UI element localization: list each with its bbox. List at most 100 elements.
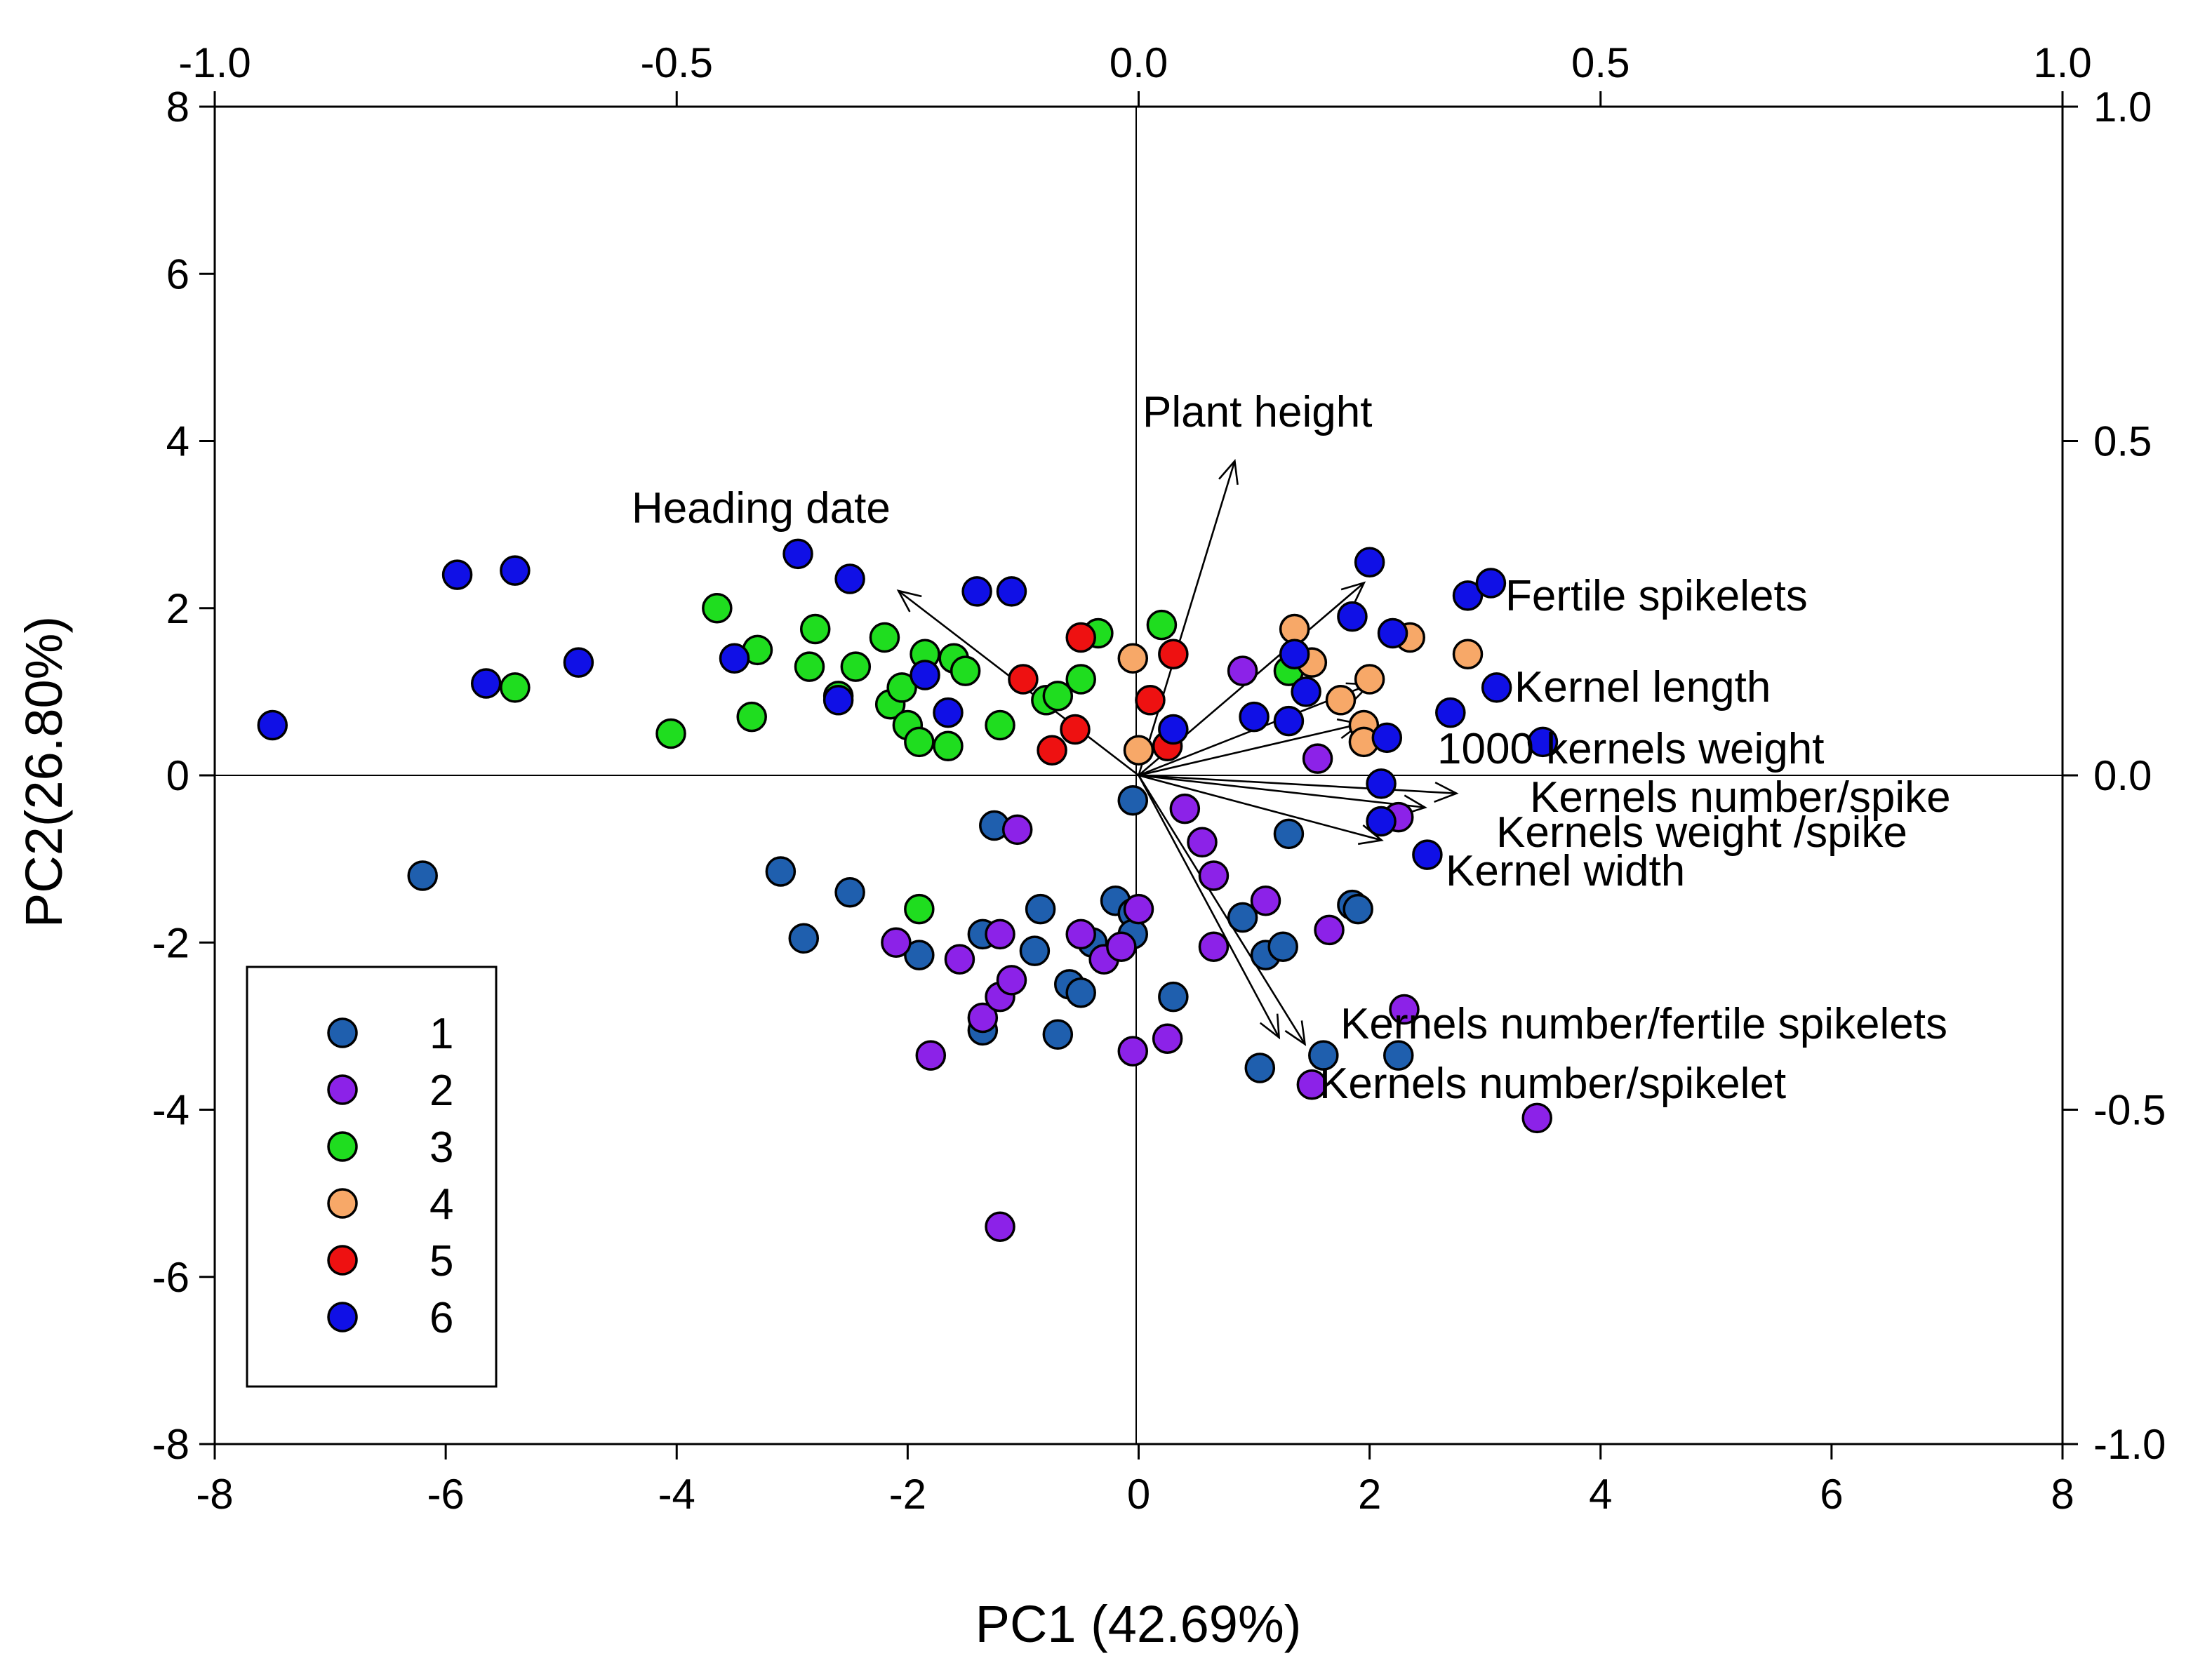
loading-vector <box>1138 774 1382 841</box>
score-point-group-3 <box>1146 609 1178 641</box>
score-point-group-4 <box>1117 643 1149 674</box>
loading-vector-label: 1000 kernels weight <box>1437 725 1824 773</box>
loading-vector <box>1138 774 1425 809</box>
score-point-group-2 <box>1152 1023 1183 1054</box>
score-point-group-1 <box>1244 1053 1276 1083</box>
x-tick-label: 8 <box>2051 1471 2074 1518</box>
top-tick-label: 1.0 <box>2033 39 2091 86</box>
score-point-group-1 <box>407 860 438 891</box>
score-point-group-6 <box>441 559 473 590</box>
score-point-group-3 <box>904 726 935 758</box>
score-point-group-6 <box>1527 726 1559 758</box>
score-point-group-3 <box>933 730 964 762</box>
score-point-group-6 <box>1291 676 1321 707</box>
y-tick-label: 4 <box>166 418 189 465</box>
legend-marker-6 <box>327 1302 358 1332</box>
score-point-group-2 <box>1250 885 1281 916</box>
loading-vector <box>1138 460 1236 776</box>
loading-vector-label: Kernel length <box>1514 663 1771 712</box>
score-point-group-3 <box>869 622 900 653</box>
y-tick-label: 2 <box>166 585 189 632</box>
score-point-group-6 <box>782 538 813 570</box>
score-point-group-2 <box>1106 931 1137 962</box>
x-axis-title: PC1 (42.69%) <box>975 1595 1302 1653</box>
legend-label-3: 3 <box>429 1123 453 1172</box>
score-point-group-5 <box>1065 622 1096 653</box>
score-point-group-3 <box>736 701 767 733</box>
score-point-group-1 <box>1019 935 1051 966</box>
loading-vector-arrowhead <box>896 589 922 613</box>
score-points <box>257 538 1559 1243</box>
x-tick-label: 4 <box>1589 1471 1612 1518</box>
x-tick-label: -6 <box>427 1471 464 1518</box>
x-tick-label: -4 <box>658 1471 695 1518</box>
score-point-group-1 <box>1342 893 1373 925</box>
y-tick-label: 6 <box>166 250 189 298</box>
x-tick-label: 0 <box>1127 1471 1150 1518</box>
score-point-group-2 <box>881 927 912 958</box>
score-point-group-6 <box>1377 617 1408 649</box>
score-point-group-5 <box>1037 735 1067 766</box>
score-point-group-1 <box>1042 1019 1074 1050</box>
y-tick-label: -6 <box>152 1254 189 1301</box>
score-point-group-3 <box>886 672 917 703</box>
score-point-group-5 <box>1060 714 1091 745</box>
score-point-group-2 <box>1198 860 1230 891</box>
score-point-group-5 <box>1008 664 1039 695</box>
score-point-group-2 <box>1521 1102 1552 1134</box>
loading-vector-label: Kernels number/spikelet <box>1319 1060 1786 1108</box>
score-point-group-3 <box>794 651 825 682</box>
y-tick-label: -2 <box>152 919 189 966</box>
score-point-group-1 <box>834 877 865 908</box>
score-point-group-3 <box>904 893 935 925</box>
score-point-group-1 <box>1383 1040 1414 1071</box>
loading-vector-label: Heading date <box>632 484 891 533</box>
score-point-group-2 <box>996 965 1027 996</box>
score-point-group-2 <box>985 918 1015 950</box>
vector-labels: Plant height Heading date Fertile spikelet… <box>632 388 1951 1108</box>
score-point-group-1 <box>1158 981 1189 1013</box>
score-point-group-2 <box>915 1040 947 1071</box>
y-tick-label: -4 <box>152 1087 189 1134</box>
score-point-group-6 <box>834 563 865 594</box>
legend-label-1: 1 <box>429 1010 453 1058</box>
score-point-group-6 <box>500 555 531 586</box>
score-point-group-6 <box>1279 639 1310 670</box>
score-point-group-2 <box>1117 1036 1149 1067</box>
score-point-group-6 <box>719 643 750 674</box>
score-point-group-6 <box>1273 705 1305 737</box>
top-tick-label: -0.5 <box>641 39 713 86</box>
score-point-group-3 <box>702 593 733 624</box>
score-point-group-6 <box>563 647 594 678</box>
legend-marker-2 <box>327 1074 358 1105</box>
top-tick-label: 0.0 <box>1110 39 1168 86</box>
score-point-group-1 <box>1308 1040 1339 1071</box>
score-point-group-2 <box>1296 1069 1328 1100</box>
x-tick-label: 2 <box>1358 1471 1381 1518</box>
score-point-group-6 <box>1354 547 1385 577</box>
top-tick-label: 0.5 <box>1571 39 1630 86</box>
loading-vector-arrowhead <box>1284 1020 1307 1046</box>
score-point-group-2 <box>1187 827 1218 858</box>
score-point-group-4 <box>1452 639 1484 670</box>
score-point-group-6 <box>257 709 288 741</box>
score-point-group-2 <box>1314 914 1345 946</box>
score-point-group-1 <box>1025 893 1056 925</box>
score-point-group-2 <box>967 1002 999 1034</box>
score-point-group-3 <box>500 672 531 703</box>
score-point-group-6 <box>910 660 940 690</box>
loading-vector-arrowhead <box>1340 581 1366 605</box>
score-point-group-6 <box>1337 601 1368 632</box>
legend-marker-3 <box>327 1131 358 1162</box>
y-tick-label: 8 <box>166 84 189 131</box>
score-point-group-1 <box>1117 784 1149 816</box>
legend-box <box>246 966 498 1388</box>
score-point-group-6 <box>1371 722 1403 754</box>
score-point-group-6 <box>1435 697 1466 728</box>
right-tick-label: 0.0 <box>2093 752 2152 799</box>
legend-label-4: 4 <box>429 1180 453 1229</box>
score-point-group-3 <box>655 718 686 749</box>
score-point-group-6 <box>1158 714 1189 745</box>
x-tick-label: -2 <box>889 1471 926 1518</box>
